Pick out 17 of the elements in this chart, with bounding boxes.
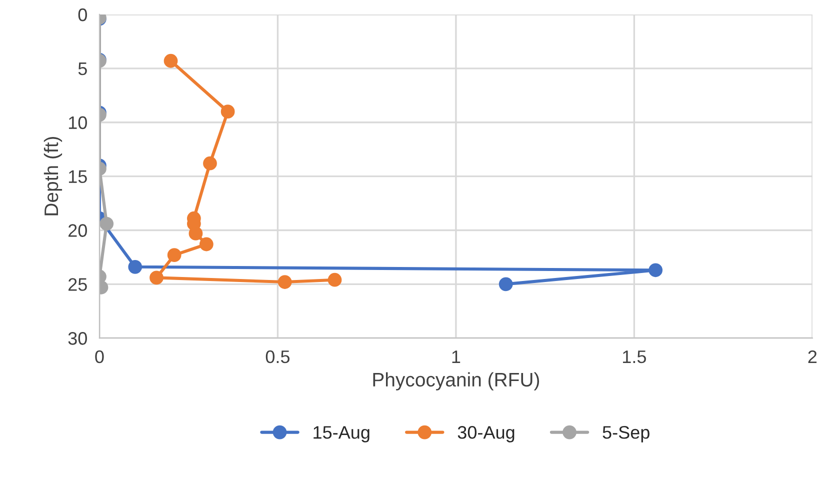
legend-label: 15-Aug [314, 426, 370, 442]
y-tick-label: 20 [68, 224, 87, 237]
x-tick-label: 1 [452, 350, 460, 363]
y-tick-label: 30 [68, 332, 87, 345]
legend-label: 5-Sep [602, 426, 650, 442]
x-tick-label: 2 [808, 350, 817, 363]
legend-label: 30-Aug [458, 426, 514, 442]
y-axis-title: Depth (ft) [44, 136, 62, 216]
y-tick-label: 0 [78, 8, 87, 22]
y-tick-label: 25 [68, 278, 87, 291]
y-tick-label: 5 [78, 62, 87, 76]
y-tick-label: 15 [68, 170, 87, 184]
x-tick-label: 0.5 [266, 350, 290, 364]
x-tick-label: 0 [95, 350, 104, 364]
x-axis-title: Phycocyanin (RFU) [373, 372, 540, 390]
x-tick-label: 1.5 [623, 350, 646, 364]
y-tick-label: 10 [68, 116, 87, 130]
